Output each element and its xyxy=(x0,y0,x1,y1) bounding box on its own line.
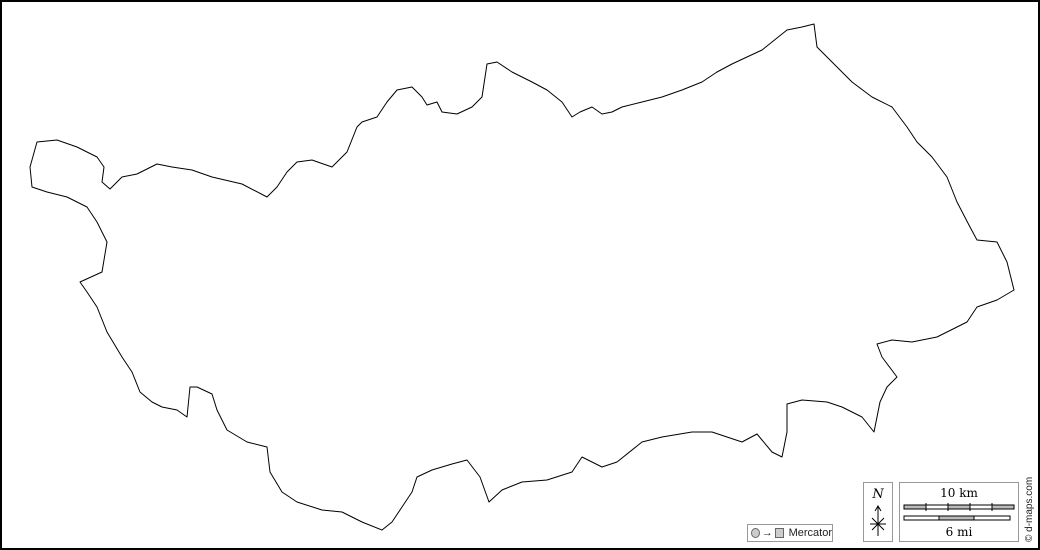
credit-text: © d-maps.com xyxy=(1024,476,1035,542)
circle-icon xyxy=(751,528,760,538)
square-icon xyxy=(774,528,784,538)
arrow-icon: → xyxy=(761,527,773,539)
scale-box: 10 km 6 mi xyxy=(899,482,1019,542)
region-outline xyxy=(29,23,1015,531)
scale-km-label: 10 km xyxy=(940,486,978,500)
north-label: N xyxy=(872,487,884,502)
projection-legend: → Mercator xyxy=(747,524,833,542)
scale-bars xyxy=(903,503,1015,521)
scale-mi-label: 6 mi xyxy=(945,525,973,539)
projection-label: Mercator xyxy=(788,527,832,539)
compass-icon xyxy=(870,505,886,536)
north-arrow-box: N xyxy=(863,482,893,542)
